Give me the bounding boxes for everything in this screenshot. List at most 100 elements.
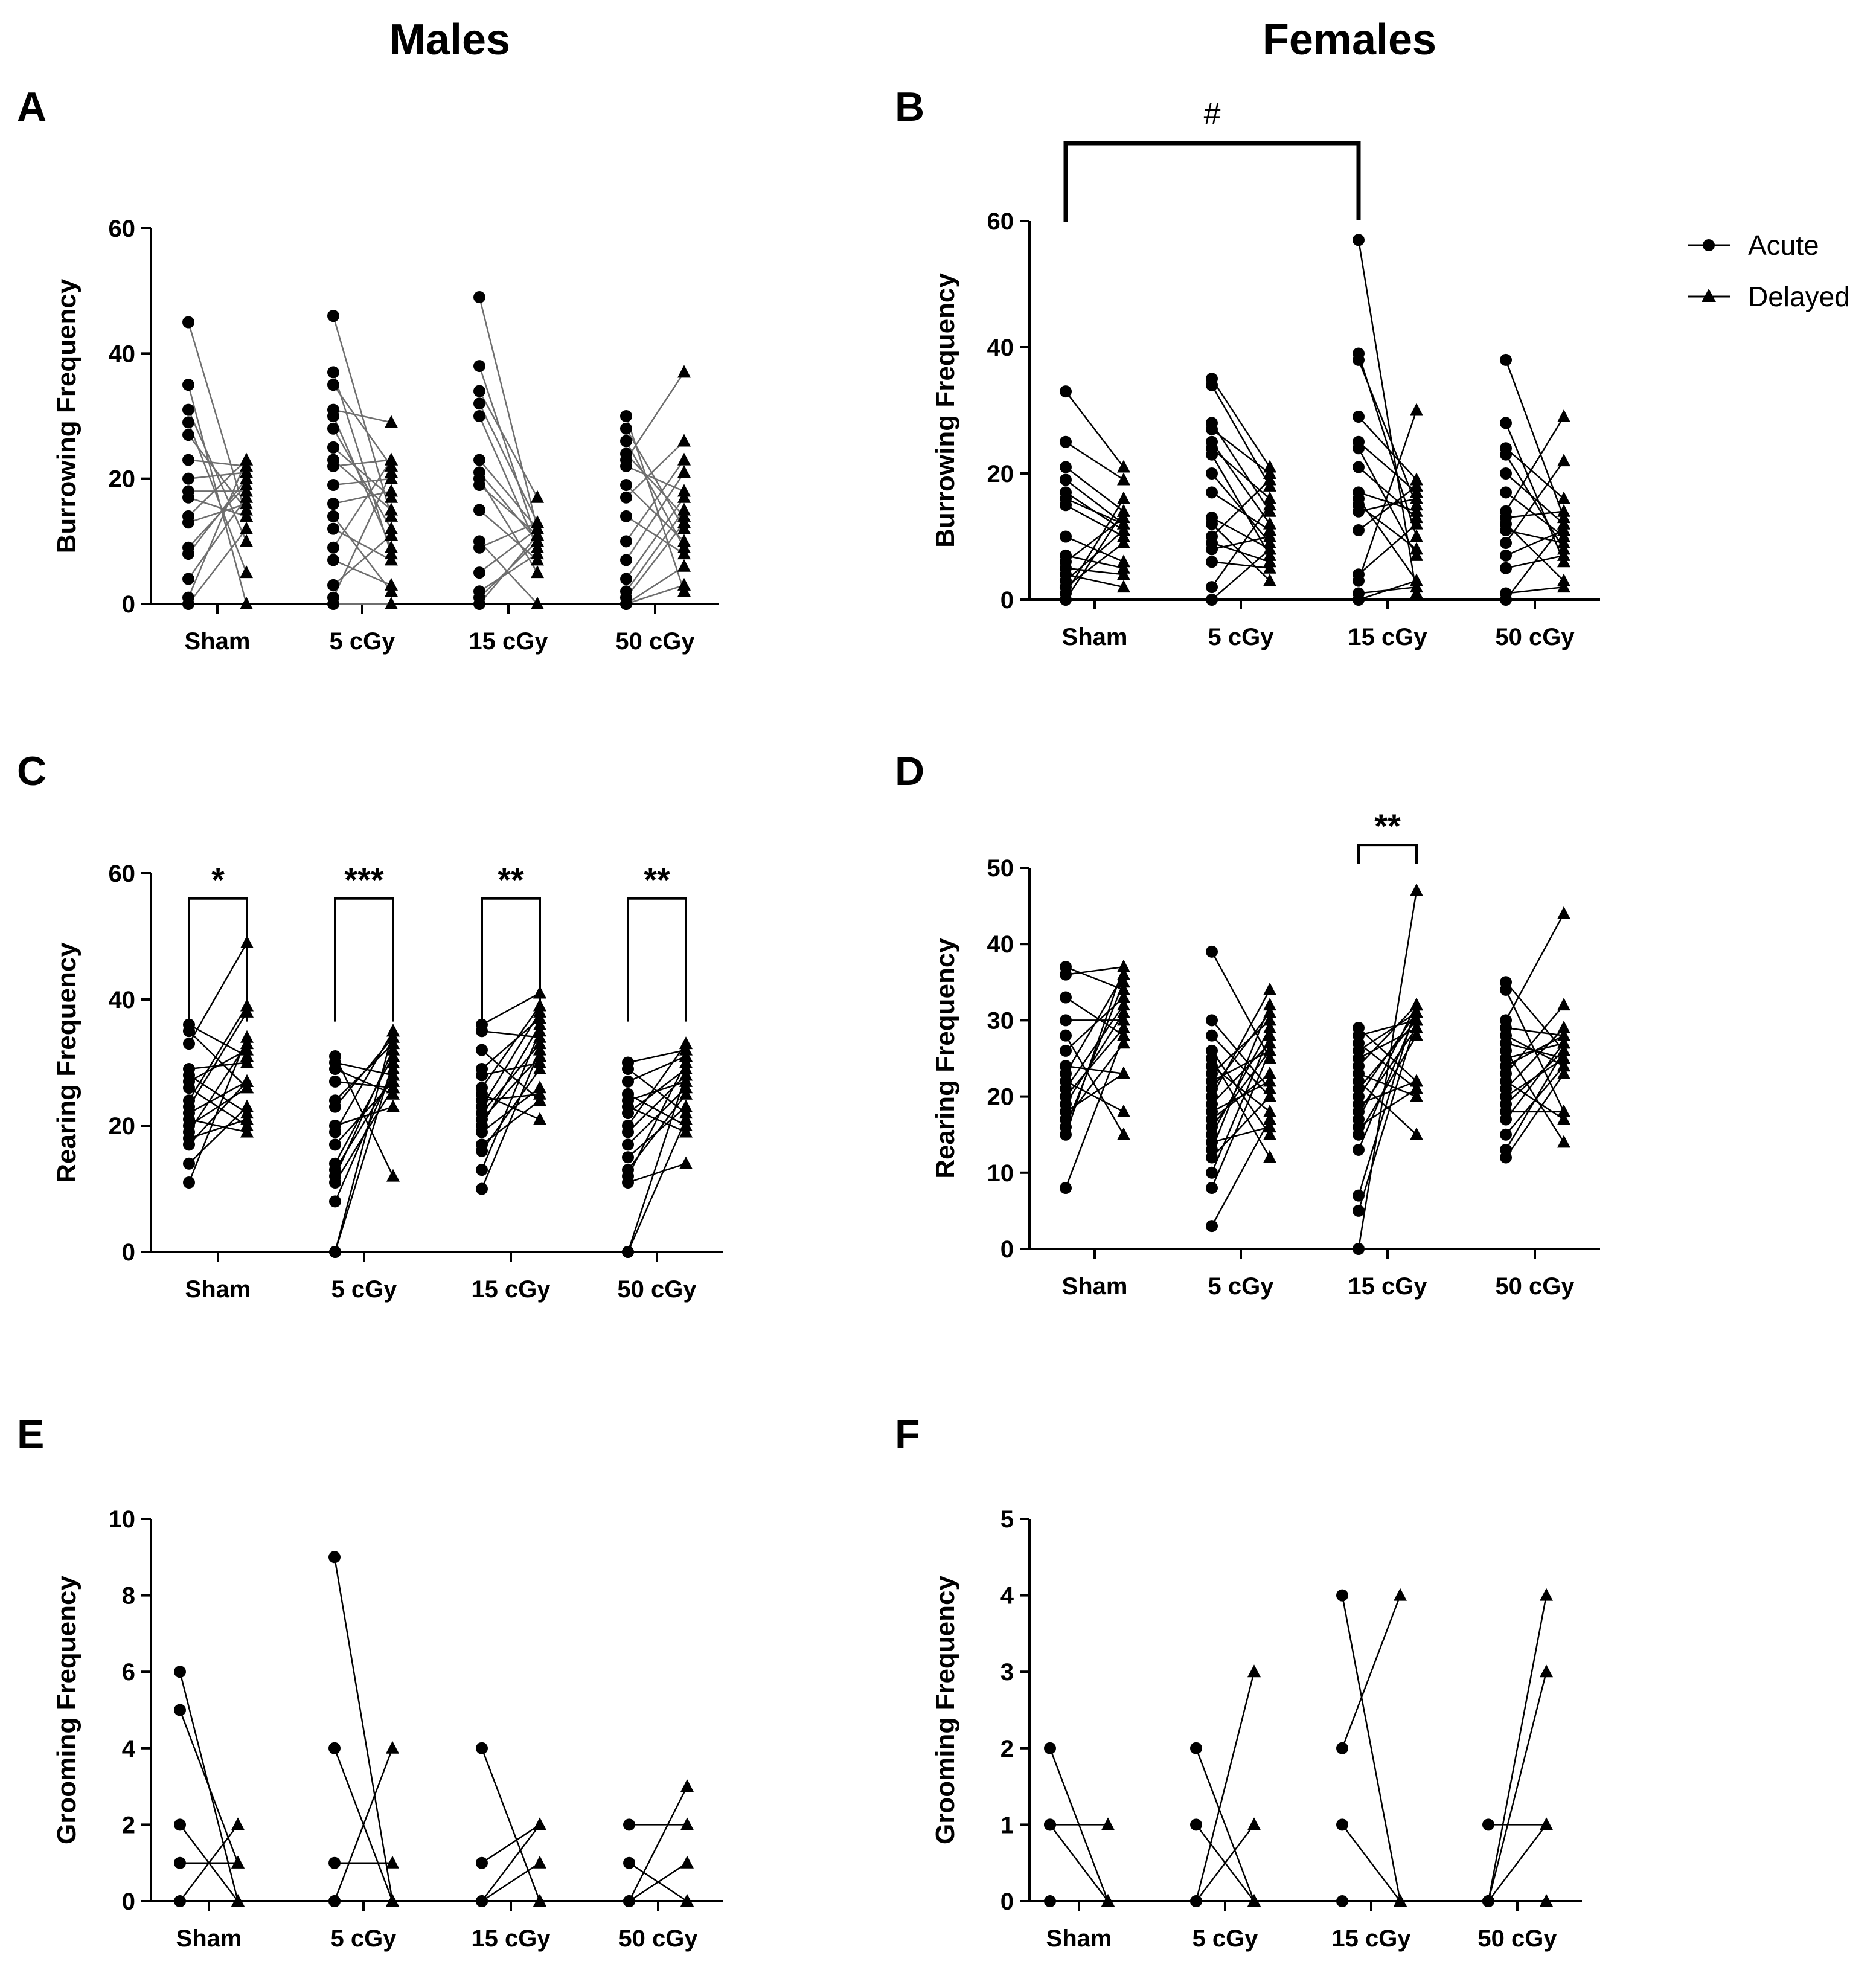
delayed-point [1410, 1005, 1423, 1018]
legend-acute-marker [1703, 239, 1715, 251]
delayed-point [1557, 1112, 1570, 1125]
pair-line [188, 1024, 248, 1057]
delayed-point [1263, 573, 1276, 586]
pair-line [625, 459, 685, 542]
acute-point [329, 1100, 341, 1113]
pair-line [1505, 1050, 1564, 1105]
pair-line [1211, 385, 1271, 487]
delayed-point [1263, 1036, 1276, 1049]
sig-bracket-c [627, 897, 687, 1022]
pair-line [1064, 511, 1125, 600]
pair-line [1357, 1012, 1418, 1097]
acute-point [473, 410, 485, 422]
pair-line [1211, 448, 1270, 499]
x-tick-label-a: 50 cGy [615, 628, 695, 655]
x-tick-label-d: 5 cGy [1208, 1273, 1275, 1300]
x-tick-label-f: Sham [1046, 1925, 1112, 1952]
y-tick-label-b: 0 [1000, 587, 1014, 614]
acute-point [620, 479, 632, 492]
acute-point [174, 1704, 186, 1716]
acute-point [174, 1818, 186, 1831]
delayed-point [1263, 542, 1276, 555]
pair-line [1065, 1027, 1124, 1097]
y-tick-label-d: 50 [987, 855, 1014, 882]
pair-line [478, 390, 539, 498]
panel-letter-f: F [895, 1411, 920, 1457]
acute-point [473, 479, 485, 492]
acute-point [182, 573, 194, 585]
pair-line [1211, 517, 1270, 550]
acute-point [1206, 945, 1218, 958]
acute-point [1060, 594, 1072, 606]
delayed-point [1557, 535, 1570, 548]
pair-line [626, 584, 685, 605]
delayed-point [1557, 1104, 1570, 1117]
group-d-2 [1353, 883, 1423, 1255]
group-f-0 [1044, 1742, 1115, 1907]
delayed-point [386, 1741, 399, 1754]
pair-line [1064, 966, 1125, 1135]
pair-line [1211, 561, 1270, 569]
pair-line [1505, 1004, 1564, 1074]
acute-point [1500, 467, 1512, 480]
delayed-point [1117, 998, 1130, 1011]
delayed-point [1557, 1051, 1570, 1064]
acute-point [1500, 353, 1512, 366]
delayed-point [1263, 1051, 1276, 1064]
pair-line [1358, 1088, 1417, 1128]
legend-delayed-marker [1702, 289, 1716, 302]
pair-line [627, 1087, 687, 1146]
acute-point [622, 1107, 634, 1120]
acute-point [183, 1025, 195, 1038]
delayed-point [1540, 1817, 1553, 1830]
group-e-0 [174, 1666, 245, 1907]
x-tick-label-d: 15 cGy [1348, 1273, 1427, 1300]
x-tick-label-a: 15 cGy [469, 628, 548, 655]
pair-line [188, 1037, 248, 1183]
pair-line [1358, 441, 1417, 493]
pair-line [188, 434, 247, 511]
delayed-point [1557, 491, 1570, 504]
pair-line [1357, 1004, 1418, 1120]
acute-point [1190, 1818, 1202, 1831]
pair-line [1065, 966, 1124, 975]
y-tick-label-d: 0 [1000, 1236, 1014, 1263]
delayed-point [1117, 580, 1130, 593]
delayed-point [385, 452, 398, 466]
pair-line [1505, 1042, 1564, 1120]
delayed-point [679, 1055, 693, 1068]
acute-point [1353, 461, 1365, 473]
pair-line [333, 459, 392, 511]
acute-point [1060, 499, 1072, 512]
acute-point [620, 510, 632, 522]
delayed-point [677, 465, 691, 478]
acute-point [183, 1038, 195, 1050]
delayed-point [1117, 1005, 1130, 1018]
acute-point [476, 1126, 488, 1138]
acute-point [327, 479, 339, 492]
delayed-point [1263, 529, 1276, 542]
delayed-point [1117, 504, 1130, 517]
acute-point [622, 1176, 634, 1189]
pair-line [1505, 1027, 1564, 1089]
delayed-point [1263, 998, 1276, 1011]
delayed-point [1540, 1588, 1553, 1601]
pair-line [627, 1049, 687, 1064]
delayed-point [240, 597, 253, 609]
pair-line [1358, 1012, 1417, 1051]
pair-line [1505, 1050, 1565, 1143]
pair-line [478, 403, 539, 523]
acute-point [1353, 1189, 1365, 1202]
panel-letter-a: A [17, 84, 46, 130]
pair-line [1505, 422, 1565, 562]
acute-point [1500, 1128, 1512, 1141]
acute-point [473, 504, 485, 516]
acute-point [327, 554, 339, 566]
acute-point [1060, 385, 1072, 398]
acute-point [182, 516, 194, 529]
pair-line [478, 478, 539, 573]
acute-point [623, 1895, 635, 1907]
pair-line [334, 1050, 394, 1177]
pair-line [627, 1075, 687, 1253]
